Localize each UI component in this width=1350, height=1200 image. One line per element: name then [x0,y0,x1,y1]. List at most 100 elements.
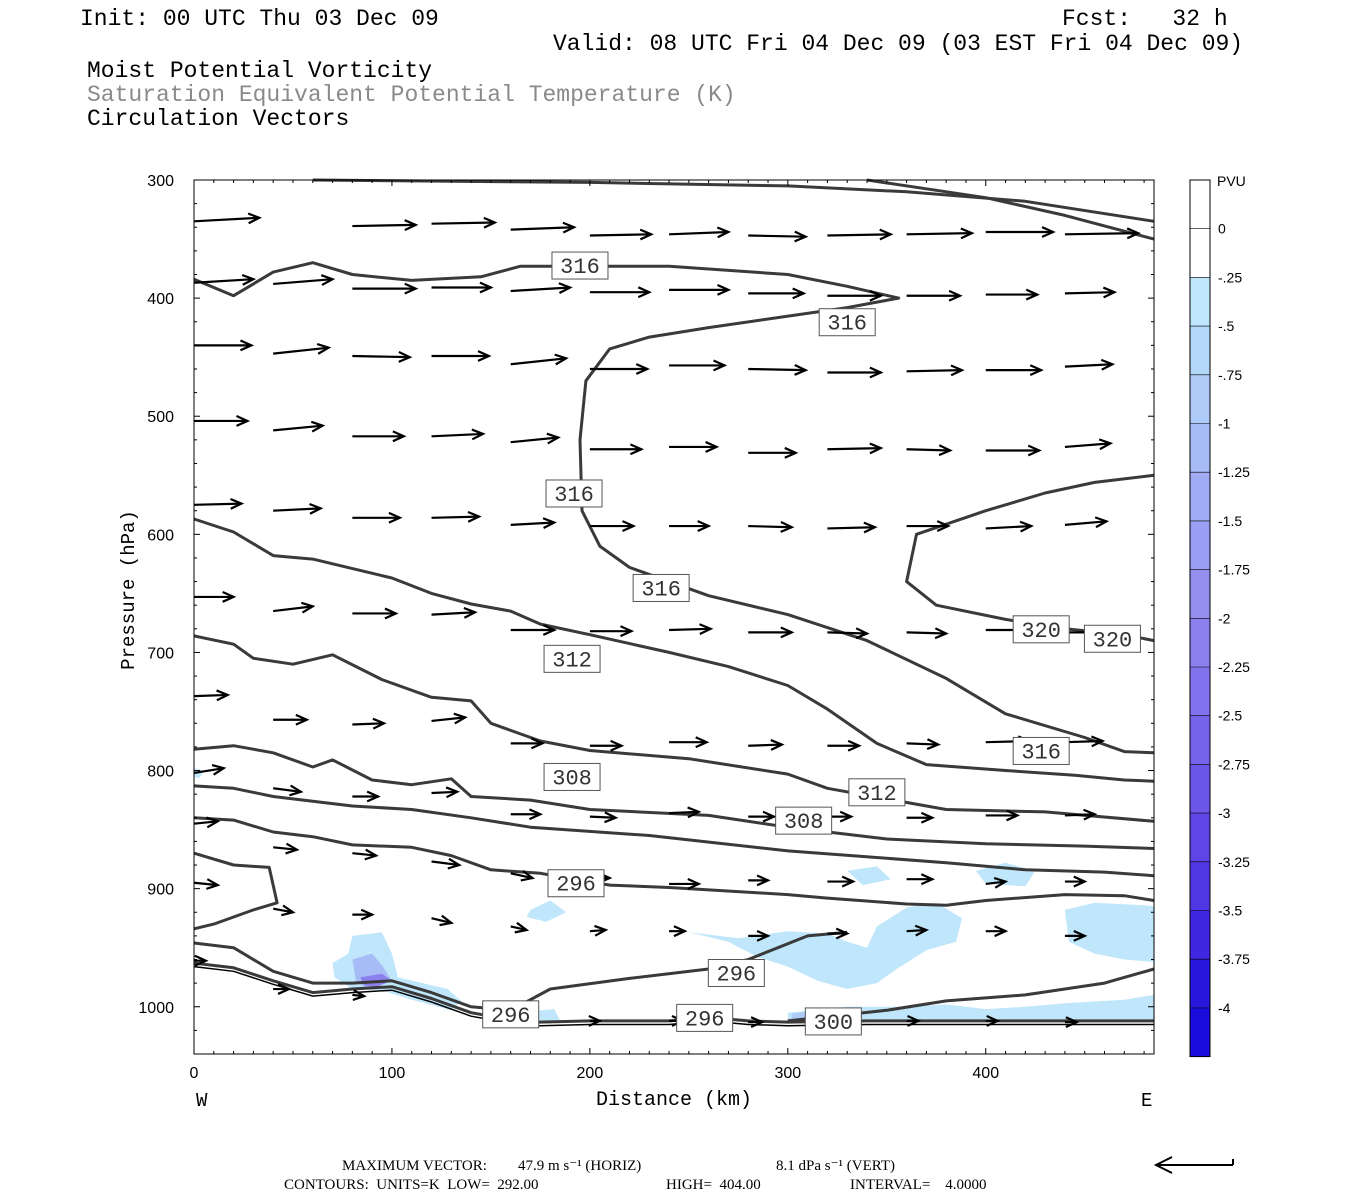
circulation-vector-head [914,924,930,937]
circulation-vector-head [241,273,257,286]
circulation-vector-head [926,738,941,751]
circulation-vector [352,223,416,228]
colorbar-swatch [1190,423,1210,473]
circulation-vector-head [1025,288,1040,301]
circulation-vector [827,447,881,451]
contours-high: HIGH= 404.00 [666,1177,761,1193]
circulation-vector-head [835,927,850,940]
contour-label: 320 [1093,628,1133,653]
circulation-vector-head [445,786,460,799]
circulation-vector-head [936,520,951,532]
plot-frame [193,179,1155,1055]
circulation-vector-head [863,521,878,534]
circulation-vector-head [479,281,494,294]
circulation-vector-head [542,624,557,636]
circulation-vector-head [869,289,884,302]
contour-label-box [545,479,603,508]
colorbar-swatch [1190,667,1210,716]
circulation-vector-head [206,878,221,890]
circulation-vector [352,722,385,726]
circulation-vector [748,524,792,529]
circulation-vector-head [948,289,963,302]
contour-label-box [676,1003,734,1032]
x-axis-east-label: E [1141,1090,1152,1112]
circulation-vector-head [1102,286,1118,299]
circulation-vector-head [629,443,645,456]
colorbar-swatch [1190,277,1210,327]
colorbar-tick-label: -3.25 [1218,854,1250,870]
circulation-vector-head [447,857,462,870]
y-tick-label: 700 [147,645,174,662]
circulation-vector-head [439,914,454,927]
colorbar-tick-label: -.25 [1218,269,1242,285]
contour-label: 296 [491,1004,531,1029]
x-tick-label: 0 [190,1065,199,1082]
circulation-vector [352,852,377,857]
circulation-vector [906,232,972,236]
colorbar-tick-label: -2 [1218,610,1231,626]
colorbar: 0 -.25 -.5 -.75 -1 -1.25 -1.5 -1.75 -2 -2.25 -2.5 -… [1189,179,1250,1058]
circulation-vector-head [404,219,419,231]
pv-patch [787,994,1154,1021]
circulation-vector-head [699,623,714,636]
x-tick-label: 400 [972,1065,999,1082]
y-tick-label: 400 [147,291,174,308]
colorbar-swatch [1190,180,1210,229]
circulation-vector-head [528,808,544,821]
max-vector-arrowhead [1153,1156,1173,1174]
axes-layer: 300 400 500 600 700 800 900 1000 0 100 200 300 400 [138,173,1155,1082]
field-title-mpv: Moist Potential Vorticity [87,58,433,84]
circulation-vector-head [687,806,702,819]
contour-label-box [632,573,690,602]
circulation-vector [431,860,460,867]
circulation-vector-head [847,739,862,752]
circulation-vector [510,357,567,366]
x-tick-label: 200 [577,1065,604,1082]
theta-es-contour [193,784,1155,878]
circulation-vector-head [687,878,702,890]
circulation-vector [589,815,616,819]
circulation-vector [273,346,329,355]
circulation-vector-head [364,848,379,861]
y-axis-title: Pressure (hPa) [118,510,140,670]
colorbar-swatch [1190,618,1210,667]
contour-label-box [543,644,601,673]
theta-es-contour [193,261,1155,755]
circulation-vector-head [320,274,336,286]
circulation-vector-head [463,606,478,619]
circulation-vector-head [471,428,486,441]
circulation-vector [273,507,321,512]
circulation-vector [510,872,533,880]
circulation-vector-head [1098,438,1114,451]
x-tick-label: 100 [379,1065,406,1082]
colorbar-swatch [1190,910,1210,960]
circulation-vector [827,233,891,237]
circulation-vector-head [756,929,771,942]
contour-label-box [482,1000,540,1029]
circulation-vector [1064,739,1103,744]
circulation-vector-head [780,626,795,639]
circulation-vector-head [1094,516,1110,529]
circulation-vector-head [869,442,884,455]
circulation-vector-head [920,873,936,886]
circulation-vector-head [222,591,237,603]
contour-label: 316 [1021,740,1061,765]
circulation-vector-head [352,989,367,1001]
circulation-vector [193,278,254,284]
circulation-vector-head [705,441,720,453]
circulation-vector-head [938,444,953,457]
contour-label-box [547,869,605,898]
circulation-vector-head [206,816,221,829]
colorbar-tick-label: -3.5 [1218,903,1242,919]
circulation-vector [510,436,559,444]
field-title-theta-es: Saturation Equivalent Potential Temperat… [87,82,736,108]
circulation-vector-head [520,870,536,882]
circulation-vector-head [792,287,807,300]
circulation-vector [1064,363,1113,368]
circulation-vector-head [1065,1016,1080,1029]
circulation-vector-head [855,627,870,640]
contours-info: CONTOURS: UNITS=K LOW= 292.00 [284,1177,539,1193]
circulation-vector [510,521,555,526]
circulation-vector-head [554,353,569,366]
circulation-vector [510,226,575,231]
